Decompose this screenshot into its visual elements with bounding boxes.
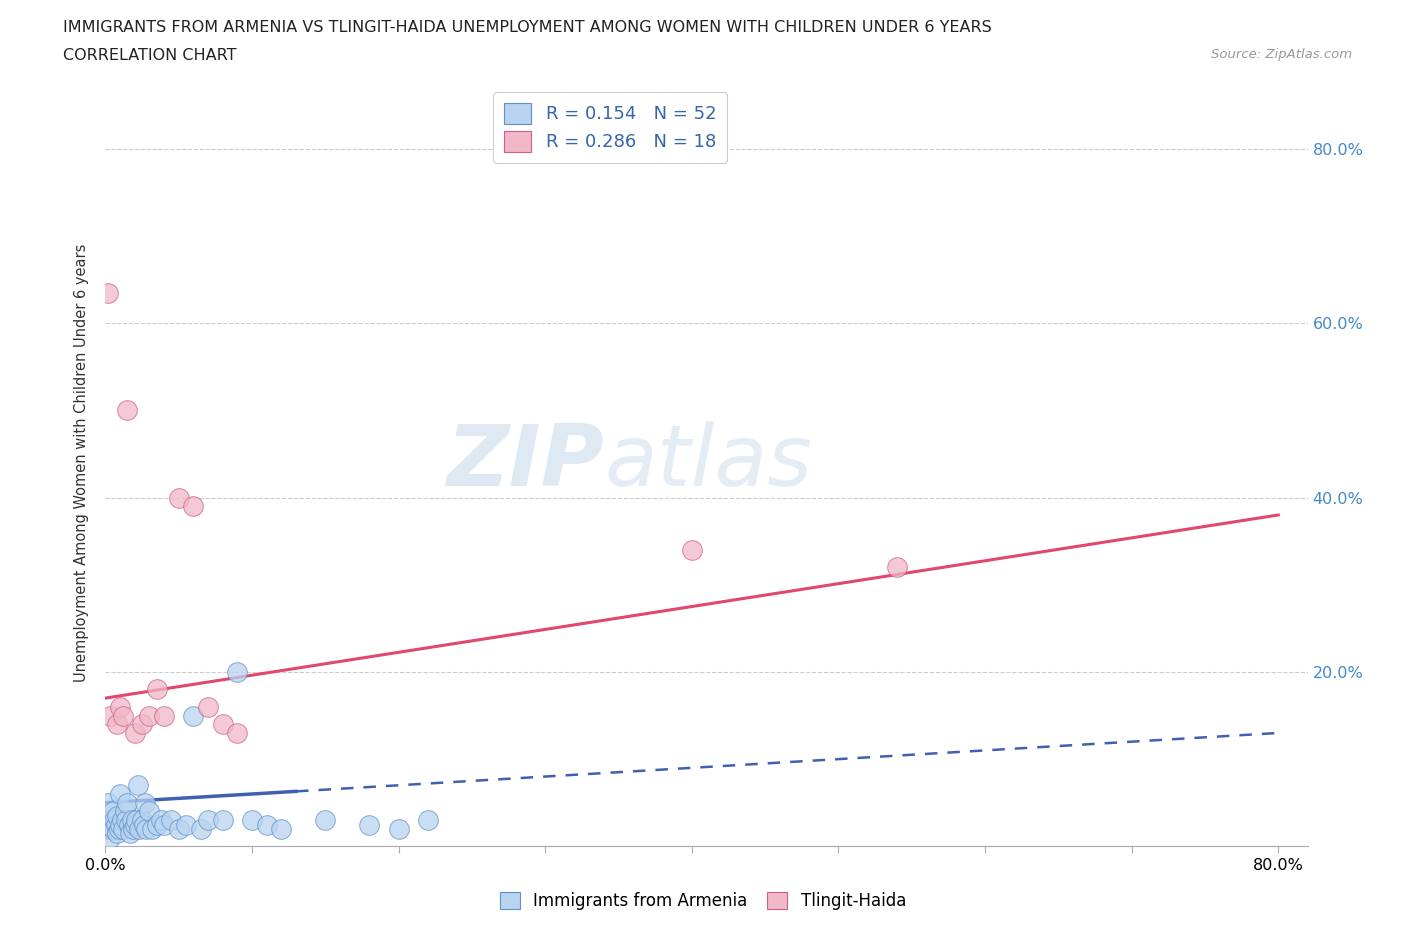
Point	[108, 699, 131, 714]
Point	[112, 708, 135, 723]
Text: atlas: atlas	[605, 421, 813, 504]
Point	[107, 821, 129, 836]
Point	[101, 804, 124, 819]
Point	[98, 813, 121, 828]
Point	[197, 813, 219, 828]
Point	[132, 817, 155, 832]
Point	[128, 821, 150, 836]
Point	[105, 826, 128, 841]
Point	[359, 817, 381, 832]
Point	[105, 808, 128, 823]
Y-axis label: Unemployment Among Women with Children Under 6 years: Unemployment Among Women with Children U…	[75, 244, 90, 682]
Point	[105, 717, 128, 732]
Point	[122, 821, 145, 836]
Point	[131, 813, 153, 828]
Point	[124, 725, 146, 740]
Point	[138, 804, 160, 819]
Point	[124, 817, 146, 832]
Point	[197, 699, 219, 714]
Point	[141, 821, 163, 836]
Point	[167, 821, 190, 836]
Point	[110, 813, 132, 828]
Point	[145, 817, 167, 832]
Point	[120, 826, 142, 841]
Point	[314, 813, 336, 828]
Point	[153, 817, 176, 832]
Point	[125, 813, 148, 828]
Point	[134, 795, 156, 810]
Point	[138, 708, 160, 723]
Point	[153, 708, 176, 723]
Point	[167, 490, 190, 505]
Point	[104, 817, 127, 832]
Point	[150, 813, 173, 828]
Point	[211, 813, 233, 828]
Point	[114, 804, 136, 819]
Point	[101, 821, 124, 836]
Point	[127, 777, 149, 792]
Point	[96, 813, 118, 828]
Point	[681, 542, 703, 557]
Legend: Immigrants from Armenia, Tlingit-Haida: Immigrants from Armenia, Tlingit-Haida	[494, 885, 912, 917]
Point	[118, 817, 141, 832]
Text: ZIP: ZIP	[447, 421, 605, 504]
Point	[183, 498, 205, 513]
Point	[103, 813, 125, 828]
Point	[117, 795, 139, 810]
Point	[226, 725, 249, 740]
Point	[97, 795, 120, 810]
Text: Source: ZipAtlas.com: Source: ZipAtlas.com	[1212, 48, 1353, 61]
Point	[886, 560, 908, 575]
Point	[97, 286, 120, 300]
Point	[160, 813, 183, 828]
Point	[190, 821, 212, 836]
Legend: R = 0.154   N = 52, R = 0.286   N = 18: R = 0.154 N = 52, R = 0.286 N = 18	[494, 92, 727, 163]
Point	[135, 821, 157, 836]
Point	[183, 708, 205, 723]
Point	[97, 821, 120, 836]
Point	[270, 821, 292, 836]
Text: CORRELATION CHART: CORRELATION CHART	[63, 48, 236, 63]
Point	[117, 403, 139, 418]
Point	[211, 717, 233, 732]
Point	[112, 821, 135, 836]
Point	[145, 682, 167, 697]
Point	[115, 813, 138, 828]
Point	[98, 708, 121, 723]
Point	[226, 664, 249, 679]
Point	[108, 817, 131, 832]
Point	[388, 821, 411, 836]
Point	[416, 813, 439, 828]
Point	[240, 813, 263, 828]
Text: IMMIGRANTS FROM ARMENIA VS TLINGIT-HAIDA UNEMPLOYMENT AMONG WOMEN WITH CHILDREN : IMMIGRANTS FROM ARMENIA VS TLINGIT-HAIDA…	[63, 20, 993, 35]
Point	[98, 830, 121, 845]
Point	[174, 817, 197, 832]
Point	[121, 813, 143, 828]
Point	[256, 817, 278, 832]
Point	[108, 787, 131, 802]
Point	[131, 717, 153, 732]
Point	[100, 817, 122, 832]
